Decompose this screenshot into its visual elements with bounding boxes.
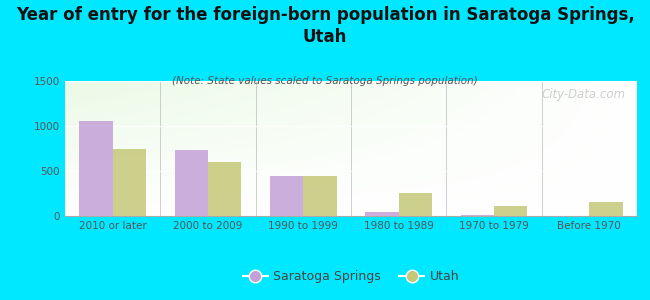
Bar [208, 162, 241, 216]
Bar [112, 149, 146, 216]
Bar [494, 206, 527, 216]
Bar [175, 150, 208, 216]
Bar [79, 121, 112, 216]
Text: City-Data.com: City-Data.com [541, 88, 625, 101]
Text: Year of entry for the foreign-born population in Saratoga Springs,
Utah: Year of entry for the foreign-born popul… [16, 6, 634, 46]
Bar [398, 193, 432, 216]
Bar [590, 202, 623, 216]
Legend: Saratoga Springs, Utah: Saratoga Springs, Utah [238, 265, 464, 288]
Text: (Note: State values scaled to Saratoga Springs population): (Note: State values scaled to Saratoga S… [172, 76, 478, 86]
Bar [461, 215, 494, 216]
Bar [365, 212, 398, 216]
Bar [270, 176, 304, 216]
Bar [304, 176, 337, 216]
